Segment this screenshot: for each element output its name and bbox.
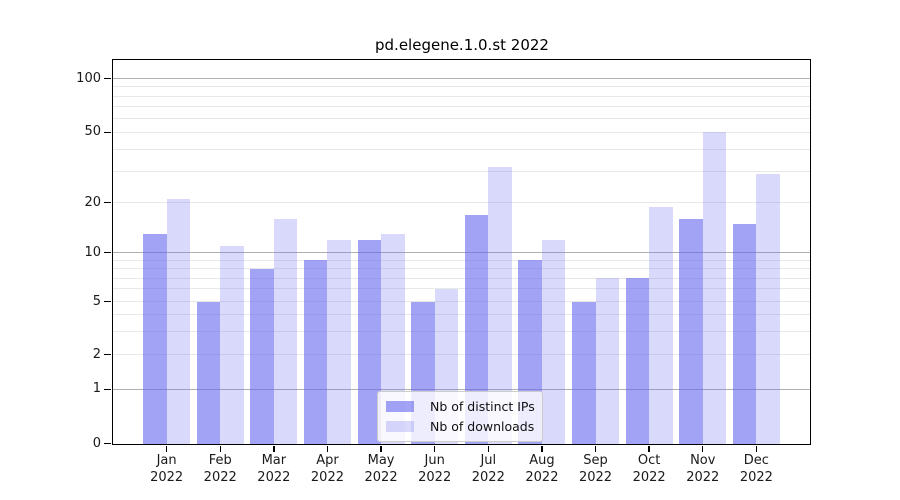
chart-title: pd.elegene.1.0.st 2022 <box>375 36 549 54</box>
bar-downloads-jan <box>166 199 191 444</box>
x-tick-label-mar: Mar 2022 <box>257 453 291 485</box>
bar-distinct-ips-nov <box>679 218 703 444</box>
bar-distinct-ips-jan <box>143 233 167 444</box>
bar-downloads-oct <box>649 206 673 444</box>
x-tick-label-jan: Jan 2022 <box>150 453 184 485</box>
x-tick-label-nov: Nov 2022 <box>686 453 720 485</box>
y-gridline-minor-60 <box>113 117 810 119</box>
x-tick-jul <box>487 445 489 452</box>
x-tick-mar <box>273 445 275 452</box>
bar-distinct-ips-apr <box>303 260 328 444</box>
bar-downloads-sep <box>595 278 620 444</box>
y-tick-100 <box>104 78 111 80</box>
bar-distinct-ips-oct <box>625 278 650 444</box>
y-gridline-minor-40 <box>113 148 810 150</box>
y-tick-label-100: 100 <box>76 70 101 86</box>
legend-swatch-distinct-ips-icon <box>386 401 414 412</box>
x-tick-label-aug: Aug 2022 <box>525 453 559 485</box>
x-tick-label-jun: Jun 2022 <box>418 453 452 485</box>
bar-distinct-ips-may <box>357 239 382 444</box>
y-gridline-major-1 <box>113 388 810 390</box>
y-gridline-minor-20 <box>113 202 810 204</box>
y-axis: 0 1 2 5 10 20 50 100 <box>76 60 810 451</box>
y-gridline-minor-6 <box>113 288 810 290</box>
bar-downloads-nov <box>702 132 727 444</box>
x-tick-label-jul: Jul 2022 <box>471 453 505 485</box>
bar-downloads-aug <box>541 239 566 444</box>
bar-distinct-ips-mar <box>250 268 274 444</box>
y-gridline-minor-7 <box>113 277 810 279</box>
x-tick-label-may: May 2022 <box>364 453 398 485</box>
x-tick-dec <box>755 445 758 452</box>
x-tick-sep <box>594 445 597 452</box>
x-tick-feb <box>219 445 221 452</box>
x-tick-may <box>380 445 382 452</box>
legend-entry-downloads: Nb of downloads <box>386 418 534 435</box>
y-gridline-minor-3 <box>113 330 810 332</box>
y-tick-label-10: 10 <box>84 244 101 260</box>
y-gridline-minor-50 <box>113 131 810 133</box>
y-gridline-major-100 <box>113 78 810 80</box>
legend-entry-distinct-ips: Nb of distinct IPs <box>386 398 535 415</box>
y-gridline-minor-70 <box>113 105 810 107</box>
y-tick-5 <box>104 301 111 303</box>
legend-label-downloads: Nb of downloads <box>430 419 535 434</box>
bar-distinct-ips-dec <box>732 223 757 444</box>
x-tick-jun <box>433 445 436 452</box>
y-gridline-minor-80 <box>113 95 810 97</box>
y-gridline-minor-90 <box>113 86 810 88</box>
x-tick-apr <box>326 445 329 452</box>
x-tick-nov <box>702 445 704 452</box>
x-axis: Jan 2022 Feb 2022 Mar 2022 Apr 2022 May 2022… <box>113 60 810 485</box>
y-tick-label-50: 50 <box>84 124 101 140</box>
bar-distinct-ips-jul <box>464 214 489 444</box>
y-tick-1 <box>104 388 111 390</box>
y-gridline-minor-2 <box>113 354 810 356</box>
y-tick-20 <box>104 202 111 204</box>
legend-label-distinct-ips: Nb of distinct IPs <box>430 399 535 414</box>
x-tick-label-feb: Feb 2022 <box>203 453 237 485</box>
x-tick-jan <box>165 445 168 452</box>
bar-downloads-jul <box>488 166 512 444</box>
bar-downloads-apr <box>327 239 351 444</box>
y-gridline-minor-9 <box>113 259 810 261</box>
y-tick-label-2: 2 <box>92 346 101 362</box>
x-tick-oct <box>648 445 650 452</box>
y-gridline-minor-4 <box>113 314 810 316</box>
bar-downloads-dec <box>756 174 780 444</box>
gridlines-layer <box>113 60 810 444</box>
y-tick-2 <box>104 354 111 356</box>
y-tick-label-20: 20 <box>84 194 101 210</box>
y-gridline-minor-30 <box>113 171 810 173</box>
x-tick-label-sep: Sep 2022 <box>578 453 613 485</box>
y-tick-label-5: 5 <box>92 293 101 309</box>
y-tick-10 <box>104 252 111 254</box>
y-gridline-minor-8 <box>113 268 810 270</box>
bar-distinct-ips-sep <box>572 301 596 444</box>
x-tick-label-apr: Apr 2022 <box>310 453 344 485</box>
bar-downloads-mar <box>273 218 298 444</box>
x-tick-aug <box>541 445 543 452</box>
y-tick-label-0: 0 <box>92 435 101 451</box>
x-tick-label-oct: Oct 2022 <box>632 453 666 485</box>
legend-swatch-downloads-icon <box>386 421 414 432</box>
y-gridline-major-10 <box>113 252 810 254</box>
y-gridline-minor-5 <box>113 301 810 303</box>
y-tick-0 <box>104 443 111 445</box>
legend: Nb of distinct IPs Nb of downloads <box>377 391 543 442</box>
plot-area: 0 1 2 5 10 20 50 100 Jan 2022 Feb 2022 Mar 2022 Ap… <box>76 59 811 485</box>
bar-distinct-ips-feb <box>196 301 221 444</box>
y-tick-50 <box>104 131 111 133</box>
y-tick-label-1: 1 <box>92 381 101 397</box>
x-tick-label-dec: Dec 2022 <box>739 453 773 485</box>
bar-downloads-feb <box>220 245 244 444</box>
